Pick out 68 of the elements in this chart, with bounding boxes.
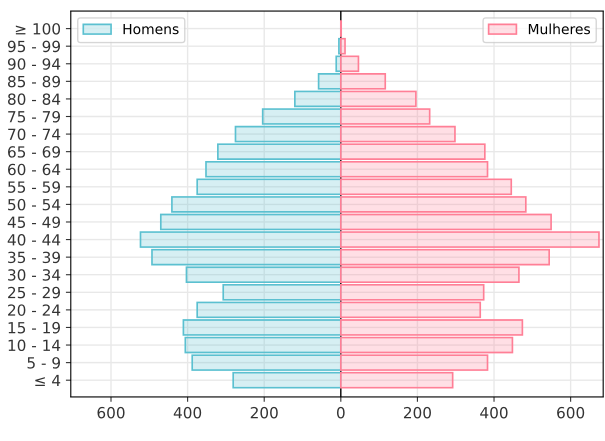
x-tick-label: 200 bbox=[250, 406, 278, 418]
y-tick-label: 5 - 9 bbox=[28, 357, 60, 369]
bar bbox=[340, 108, 431, 125]
y-tick-label: 10 - 14 bbox=[8, 340, 60, 352]
bar bbox=[196, 302, 342, 318]
y-tick-label: 20 - 24 bbox=[8, 304, 60, 316]
y-tick-label: 85 - 89 bbox=[8, 76, 60, 88]
y-tick-label: 95 - 99 bbox=[8, 40, 60, 52]
bar bbox=[340, 55, 360, 72]
bar bbox=[186, 266, 342, 284]
y-tick-label: 25 - 29 bbox=[8, 286, 60, 298]
bar bbox=[340, 160, 488, 178]
bar bbox=[182, 319, 342, 336]
x-tick-label: 600 bbox=[97, 406, 125, 418]
bar bbox=[205, 160, 342, 178]
bar bbox=[262, 108, 342, 125]
bar bbox=[340, 248, 550, 266]
bar bbox=[318, 73, 342, 90]
bar bbox=[294, 90, 342, 108]
bar bbox=[340, 143, 486, 160]
bar bbox=[340, 336, 514, 354]
bar bbox=[340, 319, 524, 336]
x-tick-label: 200 bbox=[404, 406, 431, 418]
bar bbox=[184, 336, 342, 354]
bar bbox=[340, 354, 488, 371]
y-tick-label: 40 - 44 bbox=[8, 234, 60, 246]
bar bbox=[340, 231, 600, 248]
legend-label: Homens bbox=[124, 24, 179, 34]
y-tick-label: 55 - 59 bbox=[8, 181, 60, 193]
bar bbox=[234, 126, 342, 142]
bar bbox=[340, 302, 482, 318]
bar bbox=[232, 372, 342, 389]
bar bbox=[151, 248, 342, 266]
bar bbox=[340, 284, 485, 301]
bar bbox=[340, 196, 527, 213]
y-tick-label: 80 - 84 bbox=[8, 93, 60, 105]
x-tick-label: 400 bbox=[480, 406, 508, 418]
y-tick-label: 45 - 49 bbox=[8, 216, 60, 228]
y-tick-label: 30 - 34 bbox=[8, 269, 60, 281]
bar bbox=[160, 214, 342, 230]
x-tick-label: 400 bbox=[174, 406, 202, 418]
bar bbox=[171, 196, 342, 213]
bar bbox=[340, 38, 346, 54]
y-tick-label: ≥ 100 bbox=[16, 23, 60, 35]
y-tick-label: 70 - 74 bbox=[8, 128, 60, 140]
x-tick-label: 600 bbox=[557, 406, 584, 418]
bar bbox=[217, 143, 342, 160]
y-tick-label: ≤ 4 bbox=[35, 374, 60, 386]
y-tick-label: 75 - 79 bbox=[8, 110, 60, 123]
bar bbox=[191, 354, 342, 371]
x-tick-label: 0 bbox=[336, 406, 345, 418]
bar bbox=[140, 231, 342, 248]
bar bbox=[340, 372, 454, 389]
bar bbox=[196, 178, 342, 196]
y-tick-label: 15 - 19 bbox=[8, 322, 60, 334]
bar bbox=[340, 90, 417, 108]
y-tick-label: 65 - 69 bbox=[8, 146, 60, 158]
bar bbox=[340, 73, 386, 90]
y-tick-label: 35 - 39 bbox=[8, 252, 60, 264]
y-tick-label: 50 - 54 bbox=[8, 198, 60, 210]
bar bbox=[340, 178, 512, 196]
bar bbox=[222, 284, 342, 301]
legend-label: Mulheres bbox=[528, 24, 590, 34]
bar bbox=[340, 266, 520, 284]
bar bbox=[340, 126, 456, 142]
bar bbox=[340, 214, 552, 230]
y-tick-label: 90 - 94 bbox=[8, 58, 60, 70]
y-tick-label: 60 - 64 bbox=[8, 164, 60, 176]
